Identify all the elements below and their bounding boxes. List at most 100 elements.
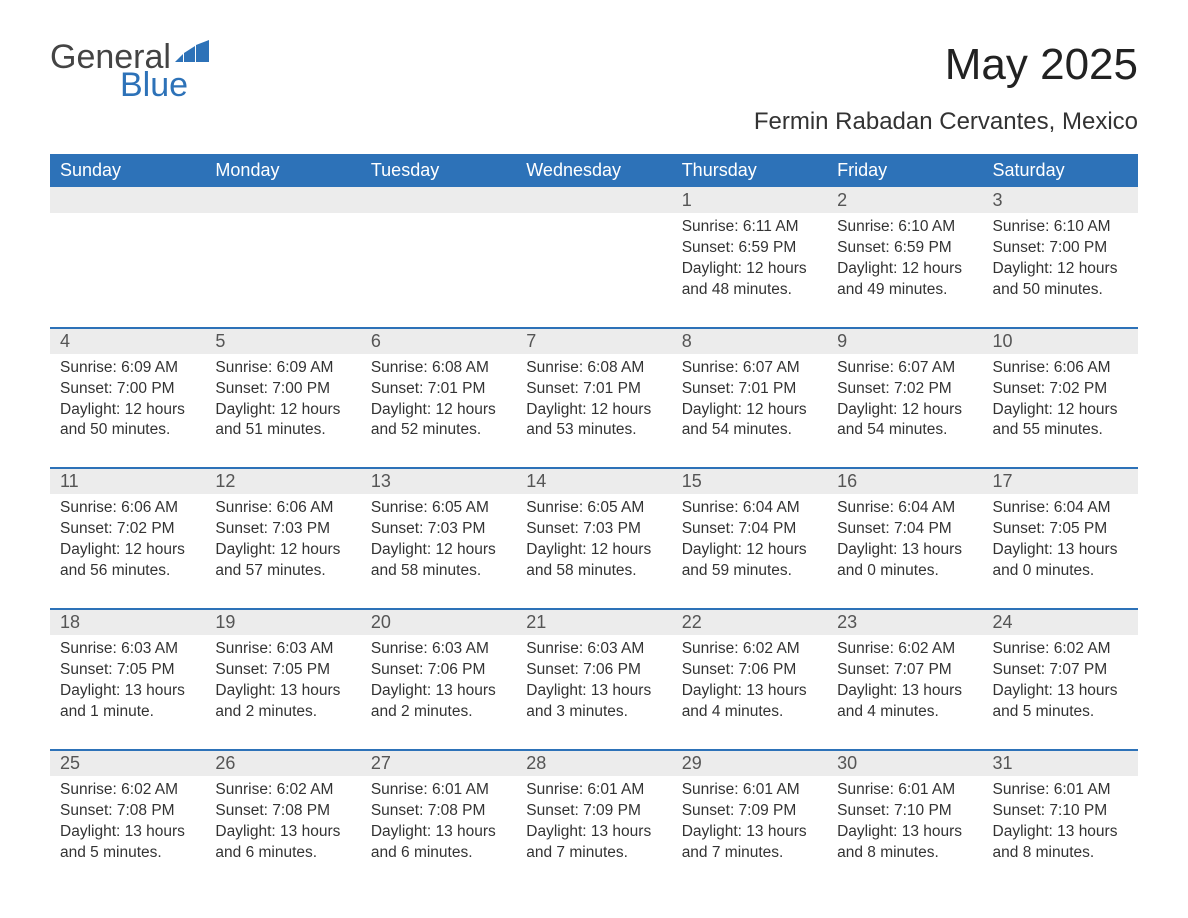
day-body-cell: Sunrise: 6:03 AMSunset: 7:05 PMDaylight:… [50,635,205,750]
sunset-text: Sunset: 7:08 PM [371,801,506,822]
day-body-cell [50,213,205,328]
sunrise-text: Sunrise: 6:08 AM [371,358,506,379]
logo-chart-icon [175,40,209,67]
calendar-table: Sunday Monday Tuesday Wednesday Thursday… [50,154,1138,889]
sunset-text: Sunset: 7:06 PM [526,660,661,681]
sunrise-text: Sunrise: 6:02 AM [215,780,350,801]
sunset-text: Sunset: 7:04 PM [682,519,817,540]
sunset-text: Sunset: 7:01 PM [371,379,506,400]
day-number-cell: 18 [50,609,205,635]
dow-thursday: Thursday [672,154,827,187]
sunset-text: Sunset: 7:10 PM [993,801,1128,822]
day-number-cell: 28 [516,750,671,776]
daylight-text: Daylight: 13 hours and 4 minutes. [682,681,817,723]
day-number-cell: 8 [672,328,827,354]
daylight-text: Daylight: 13 hours and 7 minutes. [526,822,661,864]
day-body-cell: Sunrise: 6:01 AMSunset: 7:09 PMDaylight:… [516,776,671,890]
day-body-cell: Sunrise: 6:11 AMSunset: 6:59 PMDaylight:… [672,213,827,328]
day-body-cell: Sunrise: 6:09 AMSunset: 7:00 PMDaylight:… [205,354,360,469]
daylight-text: Daylight: 13 hours and 3 minutes. [526,681,661,723]
daylight-text: Daylight: 13 hours and 0 minutes. [993,540,1128,582]
daylight-text: Daylight: 12 hours and 56 minutes. [60,540,195,582]
sunrise-text: Sunrise: 6:01 AM [371,780,506,801]
sunrise-text: Sunrise: 6:07 AM [682,358,817,379]
sunrise-text: Sunrise: 6:10 AM [837,217,972,238]
sunset-text: Sunset: 7:05 PM [60,660,195,681]
daylight-text: Daylight: 12 hours and 55 minutes. [993,400,1128,442]
day-number-cell: 25 [50,750,205,776]
day-number-cell: 13 [361,468,516,494]
day-body-cell: Sunrise: 6:01 AMSunset: 7:10 PMDaylight:… [983,776,1138,890]
sunset-text: Sunset: 6:59 PM [682,238,817,259]
sunrise-text: Sunrise: 6:01 AM [682,780,817,801]
sunset-text: Sunset: 7:08 PM [215,801,350,822]
day-number-cell: 20 [361,609,516,635]
sunrise-text: Sunrise: 6:05 AM [526,498,661,519]
day-body-cell: Sunrise: 6:09 AMSunset: 7:00 PMDaylight:… [50,354,205,469]
sunset-text: Sunset: 7:06 PM [371,660,506,681]
daybody-row: Sunrise: 6:09 AMSunset: 7:00 PMDaylight:… [50,354,1138,469]
day-body-cell: Sunrise: 6:03 AMSunset: 7:05 PMDaylight:… [205,635,360,750]
daylight-text: Daylight: 12 hours and 48 minutes. [682,259,817,301]
sunrise-text: Sunrise: 6:05 AM [371,498,506,519]
daylight-text: Daylight: 12 hours and 51 minutes. [215,400,350,442]
dow-friday: Friday [827,154,982,187]
daylight-text: Daylight: 13 hours and 2 minutes. [215,681,350,723]
day-number-cell [50,187,205,213]
logo: General Blue [50,40,209,102]
day-body-cell [516,213,671,328]
daybody-row: Sunrise: 6:11 AMSunset: 6:59 PMDaylight:… [50,213,1138,328]
sunset-text: Sunset: 7:02 PM [993,379,1128,400]
daynum-row: 18192021222324 [50,609,1138,635]
day-number-cell: 11 [50,468,205,494]
sunrise-text: Sunrise: 6:02 AM [837,639,972,660]
daylight-text: Daylight: 13 hours and 2 minutes. [371,681,506,723]
day-body-cell: Sunrise: 6:07 AMSunset: 7:02 PMDaylight:… [827,354,982,469]
daynum-row: 25262728293031 [50,750,1138,776]
day-number-cell: 23 [827,609,982,635]
day-number-cell: 21 [516,609,671,635]
sunrise-text: Sunrise: 6:10 AM [993,217,1128,238]
sunrise-text: Sunrise: 6:02 AM [682,639,817,660]
day-number-cell: 27 [361,750,516,776]
sunset-text: Sunset: 7:01 PM [682,379,817,400]
day-body-cell: Sunrise: 6:01 AMSunset: 7:10 PMDaylight:… [827,776,982,890]
daylight-text: Daylight: 13 hours and 5 minutes. [993,681,1128,723]
day-body-cell: Sunrise: 6:05 AMSunset: 7:03 PMDaylight:… [516,494,671,609]
daylight-text: Daylight: 13 hours and 1 minute. [60,681,195,723]
sunrise-text: Sunrise: 6:04 AM [682,498,817,519]
sunrise-text: Sunrise: 6:09 AM [60,358,195,379]
day-number-cell: 19 [205,609,360,635]
daybody-row: Sunrise: 6:03 AMSunset: 7:05 PMDaylight:… [50,635,1138,750]
day-body-cell: Sunrise: 6:02 AMSunset: 7:08 PMDaylight:… [50,776,205,890]
day-number-cell: 29 [672,750,827,776]
daylight-text: Daylight: 12 hours and 54 minutes. [682,400,817,442]
logo-blue-text: Blue [120,68,209,102]
header: General Blue May 2025 [50,40,1138,102]
day-body-cell: Sunrise: 6:04 AMSunset: 7:04 PMDaylight:… [827,494,982,609]
sunrise-text: Sunrise: 6:03 AM [60,639,195,660]
day-body-cell [361,213,516,328]
day-body-cell: Sunrise: 6:03 AMSunset: 7:06 PMDaylight:… [361,635,516,750]
sunrise-text: Sunrise: 6:06 AM [215,498,350,519]
sunrise-text: Sunrise: 6:04 AM [993,498,1128,519]
daynum-row: 11121314151617 [50,468,1138,494]
daylight-text: Daylight: 13 hours and 6 minutes. [371,822,506,864]
sunrise-text: Sunrise: 6:07 AM [837,358,972,379]
day-number-cell: 9 [827,328,982,354]
sunrise-text: Sunrise: 6:01 AM [526,780,661,801]
daylight-text: Daylight: 12 hours and 57 minutes. [215,540,350,582]
day-body-cell: Sunrise: 6:07 AMSunset: 7:01 PMDaylight:… [672,354,827,469]
day-body-cell: Sunrise: 6:04 AMSunset: 7:05 PMDaylight:… [983,494,1138,609]
daylight-text: Daylight: 12 hours and 59 minutes. [682,540,817,582]
day-number-cell: 15 [672,468,827,494]
sunset-text: Sunset: 7:06 PM [682,660,817,681]
day-number-cell: 31 [983,750,1138,776]
day-number-cell: 1 [672,187,827,213]
sunset-text: Sunset: 7:07 PM [837,660,972,681]
day-number-cell [516,187,671,213]
dow-tuesday: Tuesday [361,154,516,187]
day-number-cell: 16 [827,468,982,494]
day-number-cell: 24 [983,609,1138,635]
page-title: May 2025 [945,40,1138,90]
